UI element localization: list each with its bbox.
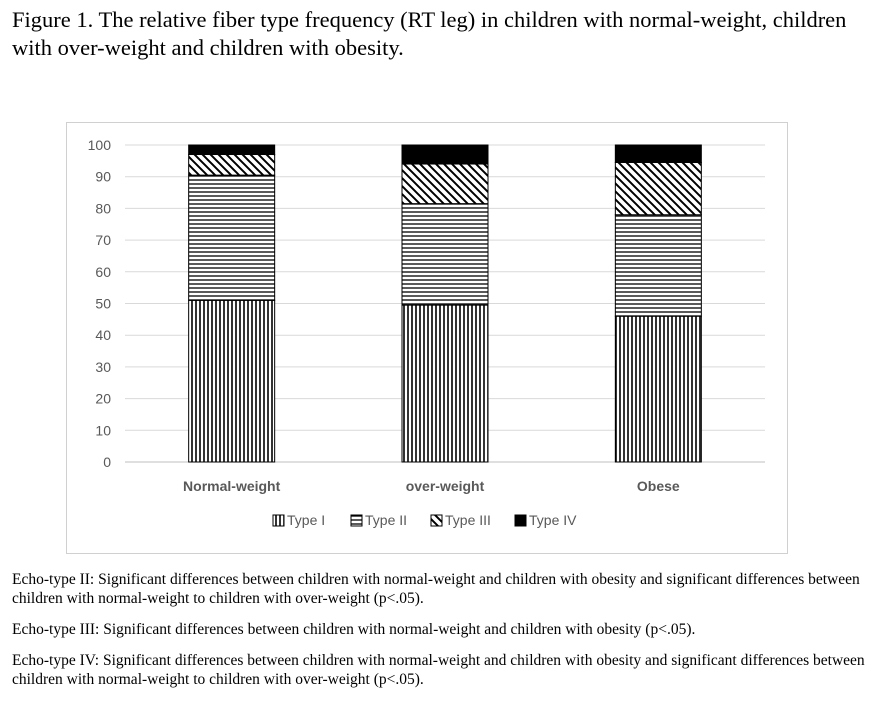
legend: Type I Type II Type III Type IV bbox=[272, 512, 577, 528]
y-tick-label: 50 bbox=[95, 296, 111, 312]
chart-container: 0 10 20 30 40 50 60 70 80 90 100 Normal-weight over… bbox=[66, 122, 788, 554]
legend-swatch-type-ii bbox=[350, 514, 363, 527]
bar-segment-type-i bbox=[614, 315, 702, 463]
bars bbox=[188, 144, 702, 463]
legend-label: Type III bbox=[445, 512, 491, 528]
x-category-label: Obese bbox=[637, 478, 680, 494]
x-category-label: Normal-weight bbox=[183, 478, 281, 494]
y-tick-label: 30 bbox=[95, 359, 111, 375]
bar-segment-type-iv bbox=[401, 144, 489, 165]
legend-swatch-type-iii bbox=[430, 514, 443, 527]
legend-label: Type II bbox=[365, 512, 407, 528]
bar-segment-type-i bbox=[188, 299, 276, 463]
bar-segment-type-iv bbox=[614, 144, 702, 163]
bar-segment-type-i bbox=[401, 304, 489, 463]
bar-segment-type-ii bbox=[188, 174, 276, 301]
y-tick-label: 70 bbox=[95, 232, 111, 248]
y-tick-label: 90 bbox=[95, 169, 111, 185]
note-type-ii: Echo-type II: Significant differences be… bbox=[12, 571, 860, 607]
x-axis-labels: Normal-weight over-weight Obese bbox=[183, 478, 680, 494]
stacked-bar-chart: 0 10 20 30 40 50 60 70 80 90 100 Normal-weight over… bbox=[88, 137, 765, 528]
bar-segment-type-iii bbox=[188, 154, 276, 176]
legend-label: Type I bbox=[287, 512, 325, 528]
note-type-iii: Echo-type III: Significant differences b… bbox=[12, 621, 696, 638]
note-type-iv: Echo-type IV: Significant differences be… bbox=[12, 652, 865, 688]
y-tick-label: 0 bbox=[103, 454, 111, 470]
y-tick-label: 100 bbox=[88, 137, 112, 153]
figure-notes: Echo-type II: Significant differences be… bbox=[12, 570, 874, 701]
y-tick-label: 10 bbox=[95, 422, 111, 438]
figure-title: Figure 1. The relative fiber type freque… bbox=[12, 7, 847, 60]
legend-label: Type IV bbox=[529, 512, 577, 528]
y-axis-ticks: 0 10 20 30 40 50 60 70 80 90 100 bbox=[88, 137, 112, 470]
y-tick-label: 40 bbox=[95, 327, 111, 343]
y-tick-label: 80 bbox=[95, 200, 111, 216]
y-tick-label: 20 bbox=[95, 391, 111, 407]
bar-segment-type-iv bbox=[188, 144, 276, 156]
legend-swatch-type-iv bbox=[514, 514, 527, 527]
bar-segment-type-ii bbox=[401, 203, 489, 306]
bar-segment-type-ii bbox=[614, 214, 702, 317]
x-category-label: over-weight bbox=[406, 478, 485, 494]
legend-swatch-type-i bbox=[272, 514, 285, 527]
bar-segment-type-iii bbox=[401, 163, 489, 205]
bar-segment-type-iii bbox=[614, 161, 702, 216]
y-tick-label: 60 bbox=[95, 264, 111, 280]
